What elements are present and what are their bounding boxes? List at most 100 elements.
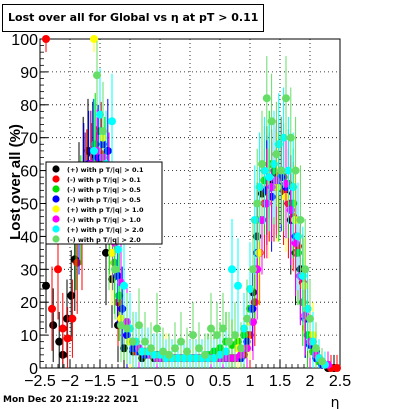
data-point xyxy=(96,110,104,119)
data-point xyxy=(138,347,146,356)
data-point xyxy=(318,357,326,366)
data-point xyxy=(300,281,308,290)
data-point xyxy=(99,127,107,136)
data-point xyxy=(135,321,143,330)
legend-label: (-) with p T/|q| > 0.1 xyxy=(67,176,141,185)
x-tick-label: 2.5 xyxy=(329,373,351,390)
data-point xyxy=(123,324,131,333)
data-point xyxy=(265,173,274,182)
data-point xyxy=(286,133,295,142)
data-point xyxy=(282,94,290,103)
data-point xyxy=(67,291,76,300)
y-tick-label: 0 xyxy=(29,361,38,378)
data-point xyxy=(183,347,191,356)
legend: (+) with p T/|q| > 0.1(-) with p T/|q| >… xyxy=(45,161,163,245)
y-tick-label: 30 xyxy=(20,262,38,279)
data-point xyxy=(312,344,320,353)
y-axis-label: Lost over all (%) xyxy=(7,124,24,240)
legend-marker xyxy=(52,225,60,233)
data-point xyxy=(277,166,286,175)
legend-label: (+) with p T/|q| > 1.0 xyxy=(67,206,144,215)
data-point xyxy=(225,337,233,346)
data-point xyxy=(253,199,262,208)
data-point xyxy=(150,350,158,359)
legend-marker xyxy=(52,165,60,173)
data-point xyxy=(186,354,194,363)
data-point xyxy=(90,146,98,155)
legend-label: (+) with p T/|q| > 2.0 xyxy=(67,226,144,235)
data-point xyxy=(195,344,203,353)
data-point xyxy=(103,146,112,155)
y-tick-label: 90 xyxy=(20,65,38,82)
data-point xyxy=(114,245,122,254)
data-point xyxy=(63,334,72,343)
x-tick-label: −1 xyxy=(121,373,139,390)
x-tick-label: 1.5 xyxy=(269,373,291,390)
data-point xyxy=(249,265,257,274)
data-point xyxy=(120,281,128,290)
legend-label: (+) with p T/|q| > 0.1 xyxy=(67,166,144,175)
series-group xyxy=(93,40,326,368)
data-point xyxy=(189,331,197,340)
data-point xyxy=(237,344,245,353)
x-tick-label: −1.5 xyxy=(84,373,116,390)
x-axis-label: η xyxy=(331,395,340,409)
y-tick-label: 20 xyxy=(20,295,38,312)
data-point xyxy=(210,354,218,363)
data-point xyxy=(306,314,314,323)
data-point xyxy=(296,215,305,224)
data-point xyxy=(108,117,116,126)
y-tick-label: 40 xyxy=(20,229,38,246)
data-point xyxy=(192,354,200,363)
data-point xyxy=(141,337,149,346)
data-point xyxy=(234,281,242,290)
data-point xyxy=(219,324,227,333)
data-point xyxy=(58,324,67,333)
data-point xyxy=(213,331,221,340)
data-point xyxy=(249,317,257,326)
data-point xyxy=(42,281,50,290)
data-point xyxy=(68,314,77,323)
data-point xyxy=(333,364,341,372)
data-point xyxy=(222,347,230,356)
data-point xyxy=(108,248,116,257)
data-point xyxy=(171,344,179,353)
data-point xyxy=(243,314,251,323)
data-point xyxy=(246,285,254,294)
legend-box xyxy=(45,161,163,245)
data-point xyxy=(291,166,300,175)
y-tick-label: 50 xyxy=(20,197,38,214)
data-point xyxy=(90,35,98,43)
y-tick-label: 80 xyxy=(20,98,38,115)
x-tick-label: 0 xyxy=(186,373,195,390)
legend-label: (-) with p T/|q| > 0.5 xyxy=(67,196,141,205)
y-tick-label: 60 xyxy=(20,164,38,181)
data-point xyxy=(55,337,64,346)
y-tick-label: 70 xyxy=(20,131,38,148)
data-point xyxy=(174,354,182,363)
data-point xyxy=(129,337,137,346)
legend-label: (-) with p T/|q| > 0.5 xyxy=(67,186,141,195)
data-point xyxy=(165,350,173,359)
axis-ticks: −2.5 −2 −1.5 −1 −0.5 0 0.5 1 1.5 2 2.5 0 10 20 30 40 50 6… xyxy=(11,32,351,390)
x-tick-label: −0.5 xyxy=(144,373,176,390)
x-tick-label: 1 xyxy=(246,373,255,390)
data-point xyxy=(272,150,281,159)
data-point xyxy=(228,265,236,274)
data-point xyxy=(207,324,215,333)
data-point xyxy=(48,304,56,313)
x-tick-label: 0.5 xyxy=(209,373,231,390)
legend-marker xyxy=(52,195,60,203)
x-tick-label: −2 xyxy=(61,373,79,390)
data-point xyxy=(54,265,62,274)
chart-title: Lost over all for Global vs η at pT > 0.… xyxy=(2,4,265,32)
data-point xyxy=(111,265,119,274)
legend-marker xyxy=(52,205,60,213)
data-point xyxy=(42,35,50,43)
legend-label: (-) with p T/|q| > 1.0 xyxy=(67,216,141,225)
data-point xyxy=(201,350,209,359)
data-point xyxy=(262,94,271,103)
y-tick-label: 10 xyxy=(20,328,38,345)
data-point xyxy=(49,321,58,330)
